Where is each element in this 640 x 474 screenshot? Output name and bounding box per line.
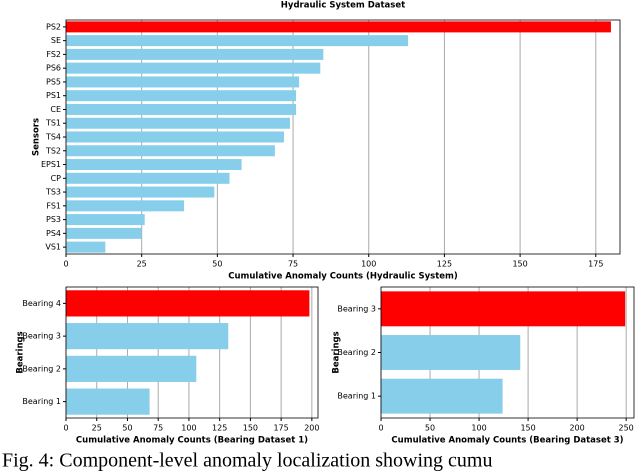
y-tick-label: TS1: [45, 119, 61, 128]
x-tick-label: 125: [437, 260, 452, 269]
bar: [66, 103, 297, 115]
bar: [381, 291, 626, 327]
y-tick-label: TS4: [45, 133, 61, 142]
x-tick-label: 0: [378, 424, 383, 433]
x-tick-label: 200: [569, 424, 584, 433]
x-tick-label: 25: [137, 260, 147, 269]
x-tick-label: 50: [122, 424, 132, 433]
x-tick-label: 150: [512, 260, 527, 269]
bar: [66, 35, 409, 47]
x-tick-label: 50: [212, 260, 222, 269]
y-tick-label: PS4: [46, 229, 61, 238]
caption: Fig. 4: Component-level anomaly localiza…: [2, 450, 492, 472]
bar: [66, 117, 291, 129]
y-tick-label: PS3: [46, 215, 61, 224]
x-tick-label: 100: [471, 424, 486, 433]
y-tick-label: Bearing 1: [22, 397, 61, 406]
x-tick-label: 0: [63, 260, 68, 269]
x-tick-label: 100: [181, 424, 196, 433]
y-tick-label: CP: [51, 174, 62, 183]
plot-frame: [65, 19, 621, 255]
plot-frame: [380, 286, 635, 419]
y-tick-label: FS1: [46, 201, 61, 210]
bar: [66, 200, 185, 212]
y-axis-label: Bearings: [16, 331, 26, 373]
bar: [66, 159, 242, 171]
bar: [66, 388, 150, 415]
bar: [66, 62, 321, 74]
y-tick-label: TS2: [45, 146, 61, 155]
y-tick-label: SE: [51, 36, 61, 45]
bar: [381, 335, 521, 370]
bar: [66, 241, 106, 253]
y-tick-label: CE: [50, 105, 61, 114]
y-tick-label: FS2: [46, 50, 61, 59]
x-tick-label: 100: [361, 260, 376, 269]
x-tick-label: 150: [243, 424, 258, 433]
y-axis-label: Bearings: [332, 331, 342, 373]
plot-frame: [65, 286, 319, 419]
chart-title: Hydraulic System Dataset: [281, 1, 405, 11]
bar: [66, 21, 611, 33]
bar: [66, 145, 275, 157]
x-tick-label: 125: [212, 424, 227, 433]
y-tick-label: VS1: [45, 243, 61, 252]
y-tick-label: TS3: [45, 188, 61, 197]
bar: [66, 227, 142, 239]
y-tick-label: PS2: [46, 22, 61, 31]
bar: [66, 290, 310, 317]
bar: [66, 186, 215, 198]
y-tick-label: PS5: [46, 77, 61, 86]
bar: [66, 172, 230, 184]
y-tick-label: Bearing 3: [22, 332, 61, 341]
x-tick-label: 175: [588, 260, 603, 269]
x-tick-label: 25: [92, 424, 102, 433]
x-tick-label: 175: [273, 424, 288, 433]
x-axis-label: Cumulative Anomaly Counts (Bearing Datas…: [391, 436, 623, 446]
bar: [381, 378, 503, 414]
y-tick-label: Bearing 1: [337, 392, 376, 401]
bar: [66, 323, 229, 350]
y-axis-label: Sensors: [32, 118, 42, 156]
bar: [66, 214, 145, 226]
x-tick-label: 75: [288, 260, 298, 269]
x-tick-label: 50: [425, 424, 435, 433]
y-tick-label: Bearing 2: [337, 348, 376, 357]
x-tick-label: 150: [520, 424, 535, 433]
x-tick-label: 0: [63, 424, 68, 433]
bar: [66, 90, 297, 102]
y-tick-label: EPS1: [41, 160, 61, 169]
bar: [66, 48, 324, 60]
x-tick-label: 250: [619, 424, 634, 433]
y-tick-label: Bearing 2: [22, 364, 61, 373]
x-axis-label: Cumulative Anomaly Counts (Bearing Datas…: [76, 436, 308, 446]
y-tick-label: Bearing 4: [22, 299, 61, 308]
y-tick-label: PS1: [46, 91, 61, 100]
x-axis-label: Cumulative Anomaly Counts (Hydraulic Sys…: [228, 272, 458, 282]
bar: [66, 131, 284, 143]
bar: [66, 355, 197, 382]
x-tick-label: 200: [304, 424, 319, 433]
y-tick-label: Bearing 3: [337, 304, 376, 313]
y-tick-label: PS6: [46, 64, 61, 73]
x-tick-label: 75: [153, 424, 163, 433]
bar: [66, 76, 300, 88]
